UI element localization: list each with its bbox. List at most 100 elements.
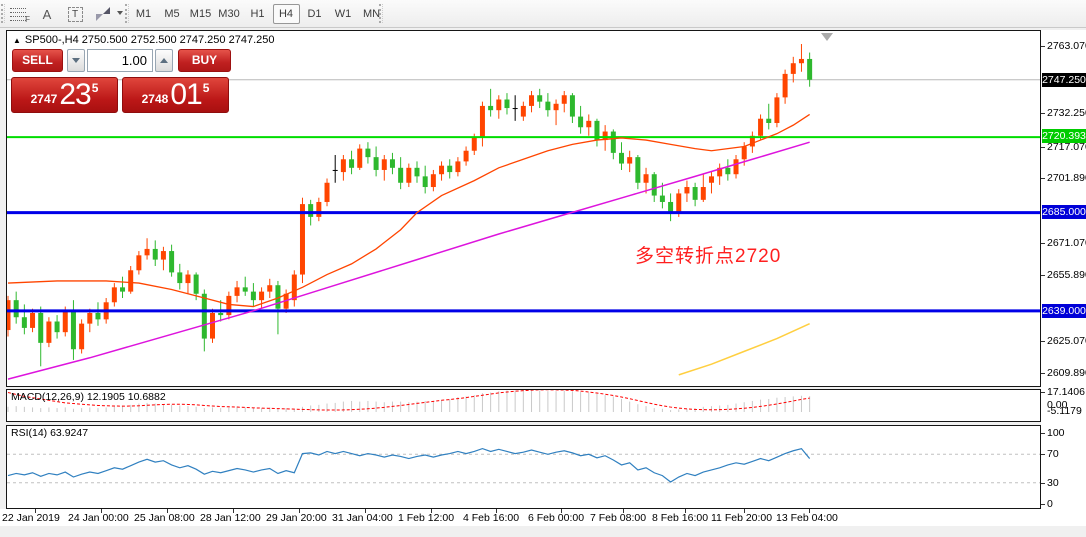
timeframe-button-mn[interactable]: MN xyxy=(362,8,381,20)
arrows-icon xyxy=(96,7,110,21)
candles xyxy=(7,44,813,367)
time-axis-tick xyxy=(101,509,102,513)
toolbar-separator-2 xyxy=(379,4,383,23)
time-axis-label: 24 Jan 00:00 xyxy=(68,512,129,524)
price-chart-pane[interactable]: ▲ SP500-,H4 2750.500 2752.500 2747.250 27… xyxy=(6,30,1041,387)
buy-price-display[interactable]: 2748 01 5 xyxy=(122,77,229,113)
price-axis-tick xyxy=(1041,147,1045,148)
price-axis-label: 2763.070 xyxy=(1047,40,1086,52)
price-axis-tick xyxy=(1041,275,1045,276)
time-axis-tick xyxy=(233,509,234,513)
price-axis-label: 2717.070 xyxy=(1047,141,1086,153)
timeframe-button-m5[interactable]: M5 xyxy=(164,8,180,20)
time-axis-label: 11 Feb 20:00 xyxy=(711,512,773,524)
price-axis-tick xyxy=(1041,373,1045,374)
price-axis-label: 2625.070 xyxy=(1047,335,1086,347)
sell-button[interactable]: SELL xyxy=(12,49,63,72)
price-axis-tick xyxy=(1041,341,1045,342)
macd-chart xyxy=(7,390,811,412)
time-axis-label: 7 Feb 08:00 xyxy=(590,512,647,524)
text-box-tool-button[interactable]: T xyxy=(62,3,88,25)
rsi-chart xyxy=(7,447,1040,484)
rsi-line xyxy=(7,447,811,483)
timeframe-button-w1[interactable]: W1 xyxy=(334,8,352,20)
sell-price-display[interactable]: 2747 23 5 xyxy=(11,77,118,113)
time-axis-label: 4 Feb 16:00 xyxy=(463,512,520,524)
buy-price-pip: 5 xyxy=(202,81,210,95)
sell-price-main: 23 xyxy=(59,78,91,111)
toolbar-separator xyxy=(125,4,129,23)
sell-price-pip: 5 xyxy=(91,81,99,95)
time-axis-label: 6 Feb 00:00 xyxy=(528,512,585,524)
rsi-label: RSI(14) 63.9247 xyxy=(11,427,89,439)
ma-fast-orange xyxy=(7,113,810,308)
time-axis-label: 28 Jan 12:00 xyxy=(200,512,261,524)
time-axis-label: 31 Jan 04:00 xyxy=(332,512,393,524)
macd-label: MACD(12,26,9) 12.1905 10.6882 xyxy=(11,391,166,403)
macd-signal-line xyxy=(7,390,810,411)
buy-price-main: 01 xyxy=(170,78,202,111)
fibonacci-icon: F xyxy=(10,7,30,24)
volume-input[interactable] xyxy=(87,49,153,72)
chart-symbol-title: ▲ SP500-,H4 2750.500 2752.500 2747.250 27… xyxy=(13,34,275,46)
chart-shift-marker-icon[interactable] xyxy=(821,33,833,41)
timeframe-button-h1[interactable]: H1 xyxy=(250,8,265,20)
rsi-axis-label: 0 xyxy=(1047,498,1053,510)
price-axis-tick xyxy=(1041,113,1045,114)
triangle-down-icon xyxy=(72,58,80,63)
one-click-trading-panel: SELL BUY 2747 23 5 2748 01 5 xyxy=(11,49,235,115)
time-axis-tick xyxy=(167,509,168,513)
time-axis-label: 25 Jan 08:00 xyxy=(134,512,195,524)
time-axis-tick xyxy=(561,509,562,513)
text-box-icon: T xyxy=(67,6,83,22)
chevron-down-icon[interactable] xyxy=(117,11,123,15)
buy-button[interactable]: BUY xyxy=(178,49,231,72)
macd-pane[interactable]: MACD(12,26,9) 12.1905 10.6882 xyxy=(6,389,1041,422)
time-axis-tick xyxy=(365,509,366,513)
timeframe-button-m1[interactable]: M1 xyxy=(135,8,152,20)
text-label-tool-button[interactable]: A xyxy=(34,3,60,25)
candlestick-chart xyxy=(7,44,1040,380)
time-axis-label: 1 Feb 12:00 xyxy=(398,512,455,524)
sell-price-prefix: 2747 xyxy=(30,92,58,106)
time-axis-label: 29 Jan 20:00 xyxy=(266,512,327,524)
timeframe-button-h4[interactable]: H4 xyxy=(272,4,300,24)
timeframe-button-d1[interactable]: D1 xyxy=(307,8,322,20)
price-badge-black: 2747.250 xyxy=(1042,73,1086,87)
rsi-pane[interactable]: RSI(14) 63.9247 xyxy=(6,425,1041,509)
time-axis-tick xyxy=(496,509,497,513)
time-axis-tick xyxy=(35,509,36,513)
macd-axis-label: 0.00 xyxy=(1047,399,1068,411)
rsi-axis-tick xyxy=(1041,454,1045,455)
time-axis-tick xyxy=(431,509,432,513)
arrow-tools-button[interactable] xyxy=(90,3,116,25)
timeframe-button-m30[interactable]: M30 xyxy=(218,8,240,20)
collapse-triangle-icon[interactable]: ▲ xyxy=(13,36,21,45)
price-axis-label: 2655.890 xyxy=(1047,269,1086,281)
price-axis-label: 2701.890 xyxy=(1047,172,1086,184)
buy-price-prefix: 2748 xyxy=(141,92,169,106)
macd-axis-label: 17.1406 xyxy=(1047,386,1085,398)
chart-annotation-text: 多空转折点2720 xyxy=(635,246,782,267)
price-axis-tick xyxy=(1041,46,1045,47)
price-axis-label: 2609.890 xyxy=(1047,367,1086,379)
rsi-axis-label: 30 xyxy=(1047,477,1059,489)
volume-decrease-button[interactable] xyxy=(67,49,85,72)
price-badge-blue: 2639.000 xyxy=(1042,304,1086,318)
time-axis-tick xyxy=(685,509,686,513)
time-axis[interactable]: 22 Jan 2019 24 Jan 00:00 25 Jan 08:00 28 Ja… xyxy=(0,509,1086,526)
rsi-axis-tick xyxy=(1041,504,1045,505)
time-axis-tick xyxy=(744,509,745,513)
triangle-up-icon xyxy=(160,58,168,63)
text-label-icon: A xyxy=(42,6,52,22)
timeframe-button-m15[interactable]: M15 xyxy=(189,8,212,20)
fibonacci-tool-button[interactable]: F xyxy=(6,3,32,25)
time-axis-tick xyxy=(623,509,624,513)
time-axis-label: 13 Feb 04:00 xyxy=(776,512,838,524)
rsi-axis-label: 100 xyxy=(1047,427,1065,439)
volume-increase-button[interactable] xyxy=(155,49,173,72)
rsi-axis-tick xyxy=(1041,433,1045,434)
toolbar: F A T M1 M5 M15 M30 H1 H4 D1 W1 MN xyxy=(0,0,1086,28)
toolbar-grip[interactable] xyxy=(1,4,5,23)
